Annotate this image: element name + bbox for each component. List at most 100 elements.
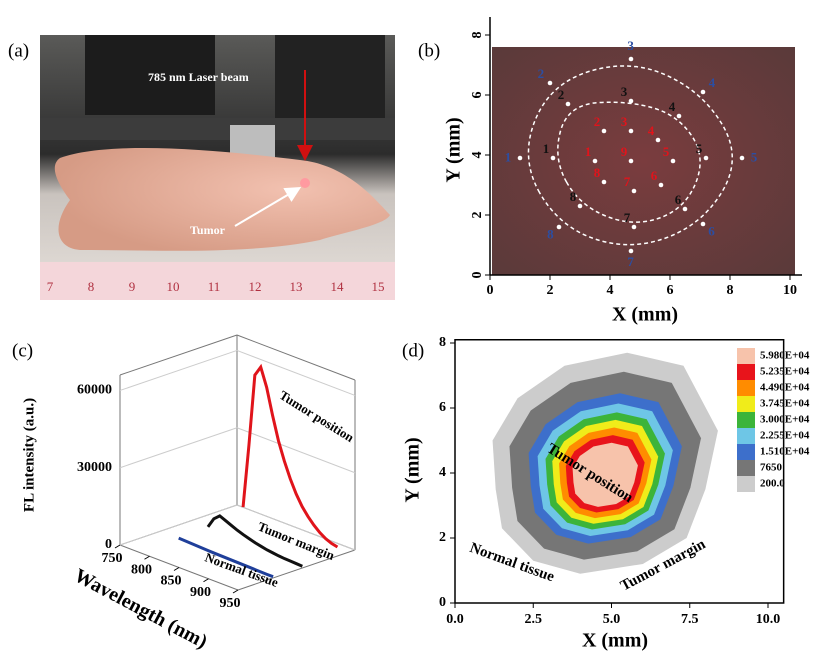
x-tick-label: 850 (161, 574, 182, 589)
point (557, 225, 562, 230)
point (701, 90, 706, 95)
y-axis-label: Y (mm) (443, 117, 465, 182)
point (593, 159, 598, 164)
grid-line (120, 350, 237, 390)
tick (145, 556, 150, 559)
point-label: 1 (505, 149, 512, 164)
x-tick-label: 4 (607, 283, 614, 298)
point (629, 99, 634, 104)
y-tick-label: 2 (439, 530, 446, 545)
x-tick-label: 8 (727, 283, 734, 298)
y-tick-label: 0 (439, 595, 446, 610)
legend-swatch (737, 380, 755, 396)
point-label: 2 (558, 87, 565, 102)
legend-label: 7650 (760, 462, 783, 474)
point-label: 6 (708, 223, 715, 238)
x-axis-label: X (mm) (582, 630, 648, 652)
panel-label: (d) (402, 340, 424, 361)
x-tick-label: 950 (220, 596, 241, 611)
point (671, 159, 676, 164)
x-tick-label: 6 (667, 283, 674, 298)
point (677, 114, 682, 119)
legend-swatch (737, 444, 755, 460)
point (629, 249, 634, 254)
point (518, 156, 523, 161)
point (701, 222, 706, 227)
y-tick-label: 6 (439, 400, 446, 415)
point (629, 159, 634, 164)
point (629, 57, 634, 62)
legend-swatch (737, 460, 755, 476)
point (656, 138, 661, 143)
point-label: 3 (627, 38, 634, 53)
point (548, 81, 553, 86)
legend-swatch (737, 364, 755, 380)
legend-swatch (737, 396, 755, 412)
x-tick-label: 800 (131, 562, 152, 577)
ruler-label: 14 (331, 279, 345, 294)
y-tick-label: 8 (470, 32, 485, 39)
ruler-label: 7 (47, 279, 54, 294)
point-label: 9 (621, 144, 628, 159)
tick (115, 545, 120, 548)
legend-label: 3.745E+04 (760, 398, 810, 410)
legend-swatch (737, 412, 755, 428)
point-label: 2 (594, 114, 601, 129)
ruler-label: 8 (88, 279, 95, 294)
point (566, 102, 571, 107)
point-label: 7 (624, 210, 631, 225)
legend-label: 3.000E+04 (760, 414, 810, 426)
legend-label: 200.0 (760, 478, 785, 490)
series-label: Tumor margin (256, 519, 338, 564)
y-tick-label: 4 (470, 152, 485, 159)
point-label: 5 (663, 144, 670, 159)
point (602, 129, 607, 134)
tick (233, 590, 238, 593)
x-axis-label: X (mm) (612, 304, 678, 326)
point-label: 1 (585, 144, 592, 159)
y-axis-label: Y (mm) (402, 437, 424, 502)
point-label: 8 (594, 165, 601, 180)
annotation: 785 nm Laser beam (148, 70, 249, 84)
legend-label: 2.255E+04 (760, 430, 810, 442)
x-tick-label: 10.0 (756, 612, 781, 627)
point (740, 156, 745, 161)
point (578, 204, 583, 209)
ruler-label: 15 (372, 279, 385, 294)
point-label: 2 (538, 66, 545, 81)
x-tick-label: 750 (102, 551, 123, 566)
tissue-photo (492, 47, 795, 275)
x-tick-label: 2.5 (525, 612, 543, 627)
y-tick-label: 6 (470, 92, 485, 99)
legend-label: 1.510E+04 (760, 446, 810, 458)
legend-swatch (737, 428, 755, 444)
grid-line (120, 428, 237, 468)
point (629, 129, 634, 134)
point-label: 6 (651, 168, 658, 183)
point-label: 5 (696, 141, 703, 156)
x-tick-label: 2 (547, 283, 554, 298)
y-tick-label: 60000 (77, 383, 112, 398)
legend-label: 5.980E+04 (760, 350, 810, 362)
point (551, 156, 556, 161)
legend-label: 5.235E+04 (760, 366, 810, 378)
ruler-label: 11 (208, 279, 221, 294)
series-label: Normal tissue (203, 550, 281, 590)
point-label: 4 (709, 75, 716, 90)
point (632, 225, 637, 230)
point-label: 4 (669, 99, 676, 114)
point-label: 3 (621, 114, 628, 129)
y-tick-label: 30000 (77, 460, 112, 475)
tick (204, 579, 209, 582)
point (683, 207, 688, 212)
y-tick-label: 4 (439, 465, 446, 480)
tick (174, 568, 179, 571)
point-label: 7 (627, 254, 634, 269)
point-label: 8 (547, 226, 554, 241)
point (659, 183, 664, 188)
panel-label: (c) (12, 340, 33, 361)
legend-swatch (737, 348, 755, 364)
series-label: Tumor position (277, 387, 358, 445)
point (632, 189, 637, 194)
point-label: 3 (621, 84, 628, 99)
